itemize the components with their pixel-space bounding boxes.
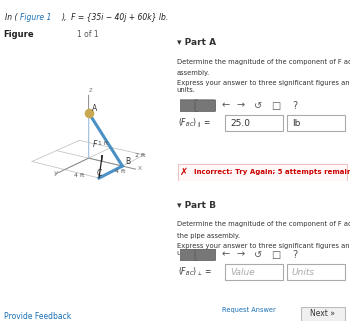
Text: Next »: Next » [310,309,335,318]
FancyBboxPatch shape [177,100,198,111]
Text: Submit: Submit [187,289,218,298]
Text: Determine the magnitude of the component of F acting along segment BC of the pip: Determine the magnitude of the component… [177,59,350,65]
Text: Figure 1: Figure 1 [20,13,52,21]
FancyBboxPatch shape [225,264,283,280]
Text: Express your answer to three significant figures and include the appropriate
uni: Express your answer to three significant… [177,80,350,93]
Text: ▾ Part B: ▾ Part B [177,201,216,210]
Text: lb: lb [292,119,300,128]
Text: $(F_{BC})_\perp$ =: $(F_{BC})_\perp$ = [178,266,212,278]
Text: ?: ? [292,101,297,110]
Text: Figure: Figure [4,30,34,39]
FancyBboxPatch shape [301,307,345,320]
Text: →: → [236,250,244,260]
Text: Provide Feedback: Provide Feedback [4,312,71,321]
Text: ▾ Part A: ▾ Part A [177,38,216,47]
Text: ↺: ↺ [254,101,262,110]
Text: ),  F = {35i − 40j + 60k} lb.: ), F = {35i − 40j + 60k} lb. [61,13,168,21]
FancyBboxPatch shape [225,115,283,131]
FancyBboxPatch shape [287,264,345,280]
Text: Previous Answers   Request Answer: Previous Answers Request Answer [222,175,340,181]
Text: ←: ← [222,101,230,110]
Text: $(F_{BC})_\parallel$ =: $(F_{BC})_\parallel$ = [178,117,211,130]
Text: Submit: Submit [187,140,218,149]
Text: Determine the magnitude of the component of F acting perpendicular to segment BC: Determine the magnitude of the component… [177,221,350,227]
Text: the pipe assembly.: the pipe assembly. [177,233,240,239]
Text: □: □ [271,250,281,260]
Text: Value: Value [230,268,255,277]
Text: 25.0: 25.0 [230,119,250,128]
Text: →: → [236,101,244,110]
Text: ✗: ✗ [180,167,188,177]
Text: ?: ? [292,250,297,260]
Text: ↺: ↺ [254,250,262,260]
Text: Incorrect; Try Again; 5 attempts remaining: Incorrect; Try Again; 5 attempts remaini… [194,169,350,175]
Text: □: □ [271,101,281,110]
Text: Request Answer: Request Answer [222,307,275,313]
FancyBboxPatch shape [287,115,345,131]
FancyBboxPatch shape [195,100,216,111]
FancyBboxPatch shape [195,249,216,260]
FancyBboxPatch shape [177,249,198,260]
Text: ←: ← [222,250,230,260]
Text: Units: Units [292,268,315,277]
Text: assembly.: assembly. [177,70,210,76]
Text: In (: In ( [5,13,18,21]
Text: 1 of 1: 1 of 1 [77,30,98,39]
FancyBboxPatch shape [177,164,348,180]
Text: Express your answer to three significant figures and include the appropriate
uni: Express your answer to three significant… [177,243,350,256]
